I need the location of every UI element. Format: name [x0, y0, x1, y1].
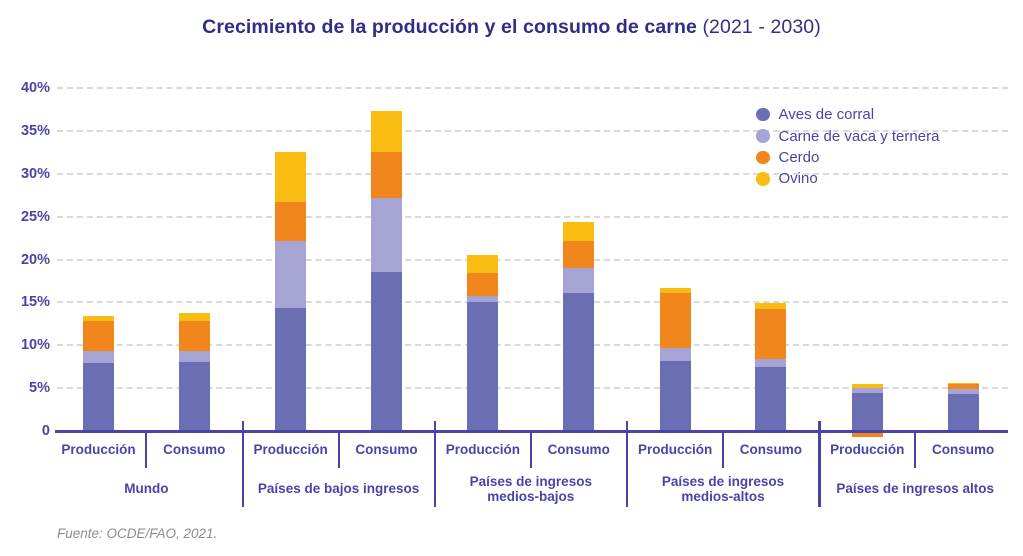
legend-item-carne-de-vaca-y-ternera: Carne de vaca y ternera — [756, 125, 939, 146]
bar-segment-ovino — [755, 303, 787, 310]
y-axis-tick-20: 20% — [20, 251, 50, 268]
legend-color-dot-cerdo — [756, 150, 770, 165]
bar-segment-ovino — [563, 221, 595, 241]
legend-label-carne-de-vaca-y-ternera: Carne de vaca y ternera — [778, 127, 940, 145]
bar-segment-ovino — [371, 111, 402, 153]
legend-color-dot-carne-de-vaca-y-ternera — [756, 129, 770, 143]
gridline-25% — [57, 215, 1008, 218]
bar-segment-cerdo — [371, 152, 402, 198]
bar-segment-carne-de-vaca-y-ternera — [851, 387, 883, 394]
bar-segment-cerdo — [563, 240, 595, 269]
bar-segment-carne-de-vaca-y-ternera — [371, 197, 402, 273]
bar-segment-ovino — [83, 316, 114, 322]
y-axis-tick-5: 5% — [29, 380, 50, 397]
bar-segment-carne-de-vaca-y-ternera — [755, 358, 787, 367]
legend-label-ovino: Ovino — [778, 170, 818, 188]
bar-segment-cerdo — [947, 384, 979, 390]
bar-segment-cerdo — [275, 202, 307, 242]
bar-segment-aves-de-corral — [659, 360, 691, 431]
legend-color-dot-aves-de-corral — [756, 107, 770, 122]
group-divider — [625, 421, 629, 507]
bar-label-consumo-paises-de-ingresos-medios-altos: Consumo — [739, 442, 803, 457]
bar-label-produccion-paises-de-ingresos-altos: Producción — [830, 442, 905, 457]
bar-label-produccion-paises-de-bajos-ingresos: Producción — [253, 442, 328, 457]
group-label-mundo: Mundo — [124, 481, 169, 497]
bar-segment-ovino — [178, 312, 210, 322]
bar-segment-carne-de-vaca-y-ternera — [178, 351, 210, 362]
bar-segment-cerdo — [659, 292, 691, 348]
bar-segment-aves-de-corral — [83, 363, 114, 431]
gridline-30% — [57, 172, 1008, 175]
bar-segment-cerdo — [755, 309, 787, 359]
bar-segment-aves-de-corral — [178, 361, 210, 431]
bar-segment-carne-de-vaca-y-ternera — [659, 347, 691, 361]
legend-label-cerdo: Cerdo — [778, 148, 820, 166]
bar-segment-ovino — [467, 255, 499, 274]
group-label-paises-de-bajos-ingresos: Países de bajos ingresos — [257, 481, 420, 497]
y-axis-tick-15: 15% — [20, 294, 50, 311]
chart-legend: Aves de corral Carne de vaca y ternera Cer… — [756, 104, 939, 190]
chart-title-years: (2021 - 2030) — [702, 16, 821, 38]
bar-label-produccion-mundo: Producción — [61, 442, 136, 457]
chart-title: Crecimiento de la producción y el consum… — [0, 16, 1023, 39]
bar-label-consumo-paises-de-bajos-ingresos: Consumo — [355, 442, 418, 457]
bar-label-consumo-paises-de-ingresos-medios-bajos: Consumo — [547, 442, 610, 457]
group-divider — [433, 421, 437, 507]
legend-item-aves-de-corral: Aves de corral — [756, 104, 939, 125]
bar-segment-ovino — [851, 383, 883, 388]
bar-pair-divider — [722, 431, 724, 468]
bar-segment-aves-de-corral — [371, 272, 402, 431]
y-axis-tick-35: 35% — [20, 122, 50, 139]
bar-segment-ovino — [275, 152, 307, 203]
group-divider — [241, 421, 244, 507]
legend-item-cerdo: Cerdo — [756, 147, 939, 168]
gridline-20% — [57, 258, 1008, 261]
bar-segment-ovino — [947, 383, 979, 385]
bar-segment-carne-de-vaca-y-ternera — [275, 241, 307, 309]
bar-segment-cerdo — [467, 273, 499, 297]
bar-pair-divider — [337, 431, 340, 468]
gridline-5% — [57, 387, 1008, 390]
gridline-15% — [57, 301, 1008, 304]
bar-label-produccion-paises-de-ingresos-medios-bajos: Producción — [445, 442, 521, 457]
group-label-paises-de-ingresos-medios-bajos: Países de ingresos medios-bajos — [469, 473, 592, 505]
bar-segment-carne-de-vaca-y-ternera — [467, 296, 499, 303]
legend-item-ovino: Ovino — [756, 168, 939, 189]
gridline-40% — [57, 87, 1008, 89]
group-divider — [818, 421, 821, 507]
bar-segment-aves-de-corral — [851, 393, 883, 431]
gridline-35% — [57, 129, 1008, 132]
bar-segment-aves-de-corral — [467, 302, 499, 431]
bar-label-consumo-paises-de-ingresos-altos: Consumo — [931, 442, 995, 457]
source-note: Fuente: OCDE/FAO, 2021. — [57, 526, 218, 541]
legend-label-aves-de-corral: Aves de corral — [778, 106, 875, 124]
bar-segment-cerdo — [83, 321, 114, 352]
bar-segment-aves-de-corral — [755, 366, 787, 431]
bar-label-consumo-mundo: Consumo — [163, 442, 226, 457]
bar-segment-aves-de-corral — [563, 292, 595, 431]
y-axis-tick-40: 40% — [20, 80, 50, 96]
bar-segment-cerdo — [178, 321, 210, 352]
y-axis-tick-25: 25% — [20, 208, 50, 225]
bar-pair-divider — [529, 431, 532, 468]
bar-segment-aves-de-corral — [947, 394, 979, 431]
legend-color-dot-ovino — [756, 172, 770, 186]
bar-segment-aves-de-corral — [275, 308, 307, 431]
group-label-paises-de-ingresos-altos: Países de ingresos altos — [836, 481, 994, 497]
bar-pair-divider — [914, 431, 917, 468]
group-label-paises-de-ingresos-medios-altos: Países de ingresos medios-altos — [661, 473, 785, 505]
chart-title-main: Crecimiento de la producción y el consum… — [202, 16, 697, 38]
bar-pair-divider — [145, 431, 148, 468]
bar-segment-cerdo-negative — [851, 429, 883, 438]
bar-segment-carne-de-vaca-y-ternera — [563, 268, 595, 293]
bar-segment-carne-de-vaca-y-ternera — [947, 389, 979, 395]
bar-segment-carne-de-vaca-y-ternera — [83, 351, 114, 364]
gridline-10% — [57, 344, 1008, 347]
bar-label-produccion-paises-de-ingresos-medios-altos: Producción — [637, 442, 713, 457]
y-axis-tick-10: 10% — [20, 337, 50, 354]
bar-segment-ovino — [659, 287, 691, 293]
y-axis-tick-0: 0 — [41, 423, 50, 439]
y-axis-tick-30: 30% — [20, 165, 50, 182]
